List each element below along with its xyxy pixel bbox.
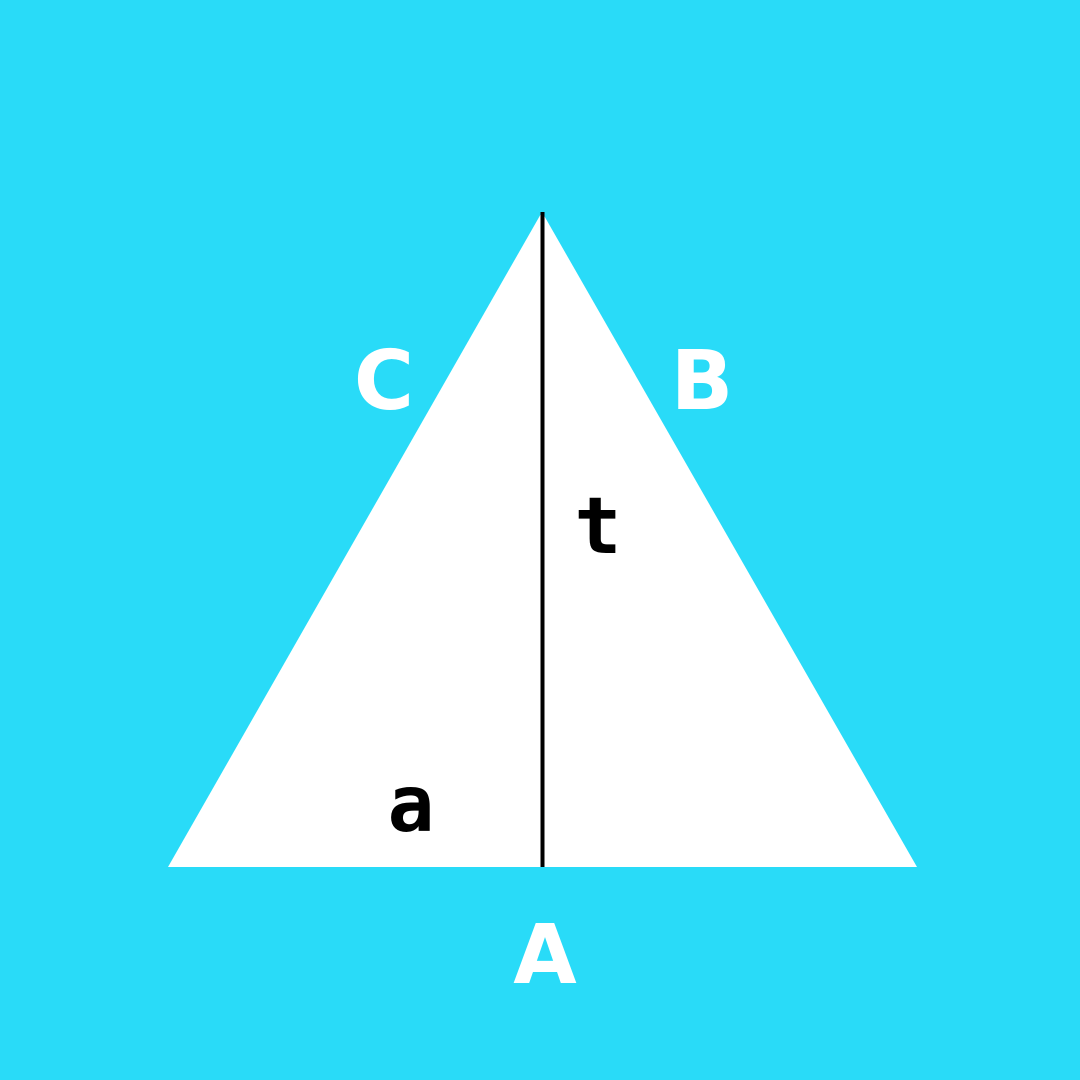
label-half-base-a: a — [388, 760, 435, 850]
label-side-b: B — [671, 334, 734, 429]
label-height-t: t — [575, 482, 622, 572]
label-side-c: C — [354, 334, 414, 429]
label-side-a: A — [513, 908, 577, 1003]
